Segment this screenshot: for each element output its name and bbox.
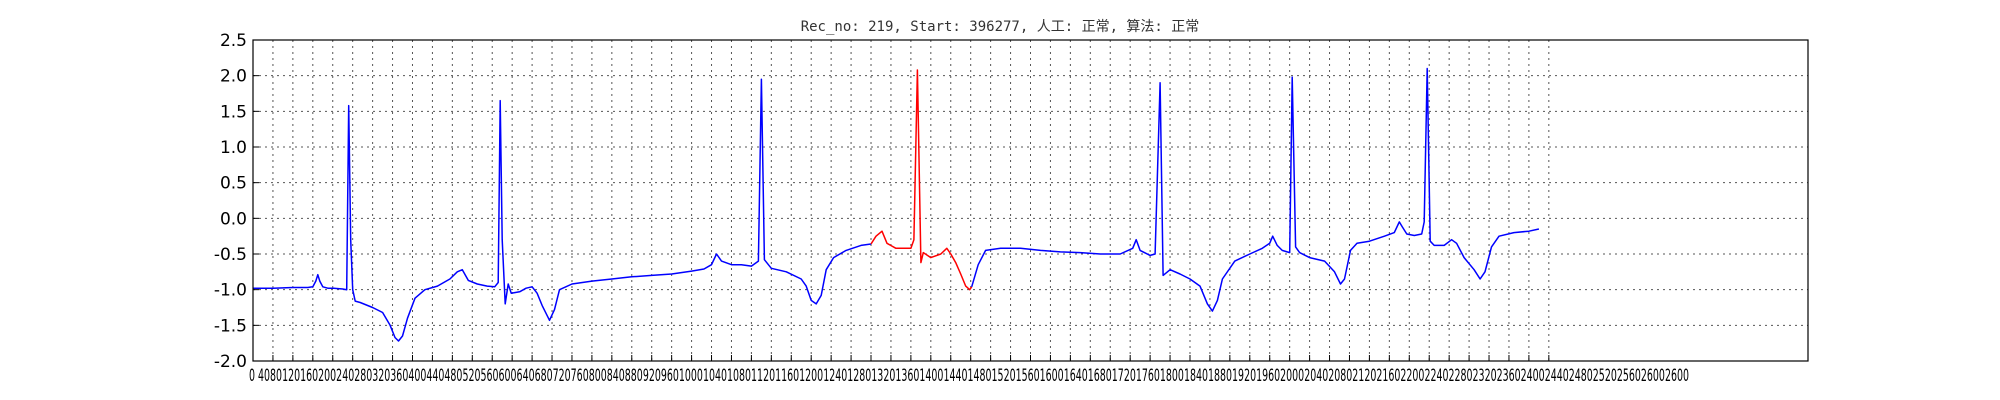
y-tick-label: -2.0: [214, 352, 247, 372]
chart-title: Rec_no: 219, Start: 396277, 人工: 正常, 算法: …: [800, 19, 1200, 35]
y-tick-label: -1.5: [214, 316, 247, 336]
y-tick-label: 0.0: [220, 209, 247, 229]
y-tick-label: 0.5: [220, 174, 247, 194]
ecg-series-line-normal: [253, 78, 872, 342]
y-axis-ticks: 2.5 2.0 1.5 1.0 0.5 0.0 -0.5 -1.0 -1.5 -2.0: [214, 31, 259, 372]
ecg-series-line-normal: [970, 67, 1540, 312]
y-tick-label: 1.0: [220, 138, 247, 158]
ecg-series-lines: [253, 67, 1540, 342]
y-tick-label: 2.5: [220, 31, 247, 51]
y-tick-label: 2.0: [220, 67, 247, 87]
y-tick-label: -0.5: [214, 245, 247, 265]
grid: [253, 40, 1808, 361]
y-tick-label: 1.5: [220, 102, 247, 122]
y-tick-label: -1.0: [214, 281, 247, 301]
x-axis-ticks: 0 40801201602002402803203604004404805205…: [249, 355, 1689, 386]
ecg-series-line-highlight: [870, 69, 973, 291]
x-tick-labels: 0 40801201602002402803203604004404805205…: [249, 366, 1689, 386]
